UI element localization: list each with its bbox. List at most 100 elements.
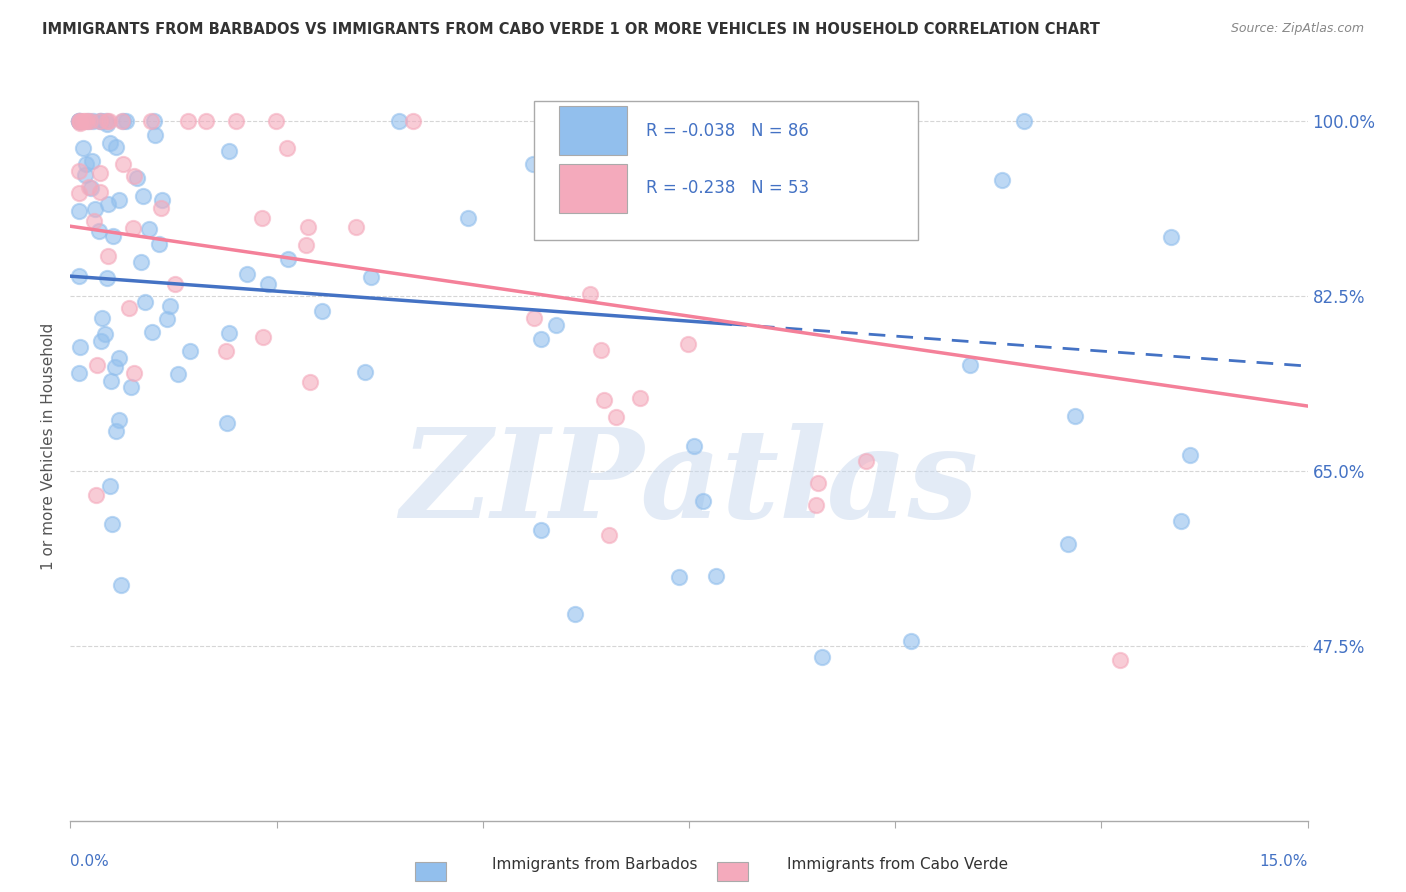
Point bbox=[97, 249, 120, 263]
Point bbox=[76, 114, 98, 128]
Point bbox=[79, 114, 101, 128]
Point bbox=[236, 268, 259, 282]
Point bbox=[578, 286, 600, 301]
Point bbox=[150, 193, 173, 207]
Point bbox=[276, 141, 298, 155]
Point bbox=[668, 570, 690, 584]
Point bbox=[855, 454, 877, 468]
Point bbox=[1180, 448, 1202, 462]
Point bbox=[564, 607, 586, 621]
Point bbox=[118, 301, 141, 316]
Point bbox=[132, 188, 155, 202]
FancyBboxPatch shape bbox=[560, 106, 627, 155]
Point bbox=[360, 269, 382, 284]
Point bbox=[101, 516, 124, 531]
Point bbox=[149, 201, 172, 215]
Point bbox=[75, 169, 97, 183]
Point bbox=[682, 439, 704, 453]
Point bbox=[225, 114, 247, 128]
Point bbox=[591, 343, 613, 357]
Point bbox=[115, 114, 138, 128]
Point bbox=[546, 318, 568, 333]
Point bbox=[277, 252, 299, 266]
Point bbox=[257, 277, 280, 291]
Point bbox=[141, 325, 163, 339]
Point bbox=[457, 211, 479, 225]
Point bbox=[69, 114, 91, 128]
Point bbox=[72, 114, 94, 128]
Point bbox=[252, 329, 274, 343]
Point bbox=[1108, 653, 1130, 667]
Point bbox=[87, 224, 110, 238]
Text: 0.0%: 0.0% bbox=[70, 855, 110, 870]
Point bbox=[129, 255, 152, 269]
Point bbox=[80, 181, 103, 195]
Point bbox=[108, 193, 131, 207]
Point bbox=[530, 523, 553, 537]
Point bbox=[530, 332, 553, 346]
Point bbox=[592, 393, 614, 408]
Point bbox=[67, 114, 90, 128]
Point bbox=[177, 114, 200, 128]
Point bbox=[354, 365, 377, 379]
Point bbox=[94, 327, 117, 342]
Point bbox=[90, 334, 112, 348]
Point bbox=[84, 202, 107, 217]
Point bbox=[134, 294, 156, 309]
Point bbox=[96, 117, 118, 131]
Point bbox=[96, 114, 118, 128]
Point bbox=[105, 140, 128, 154]
Text: R = -0.238   N = 53: R = -0.238 N = 53 bbox=[645, 179, 808, 197]
Point bbox=[89, 186, 111, 200]
Point bbox=[105, 424, 128, 438]
Point bbox=[139, 114, 162, 128]
Point bbox=[101, 229, 124, 244]
Point bbox=[218, 326, 240, 340]
Point bbox=[218, 144, 240, 158]
Point bbox=[108, 351, 131, 366]
Point bbox=[156, 312, 179, 326]
Point bbox=[634, 114, 657, 128]
Point bbox=[159, 299, 181, 313]
Point bbox=[98, 136, 121, 150]
Point bbox=[250, 211, 273, 225]
Point bbox=[811, 649, 834, 664]
Point bbox=[67, 114, 90, 128]
Point bbox=[67, 186, 90, 200]
Point bbox=[628, 391, 651, 405]
Point bbox=[125, 170, 148, 185]
Point bbox=[108, 413, 131, 427]
Point bbox=[678, 336, 700, 351]
Point bbox=[89, 114, 111, 128]
Point bbox=[215, 416, 238, 430]
Text: 15.0%: 15.0% bbox=[1260, 855, 1308, 870]
Point bbox=[69, 340, 91, 354]
Point bbox=[89, 166, 111, 180]
Point bbox=[89, 114, 111, 128]
Point bbox=[195, 114, 218, 128]
Point bbox=[91, 310, 114, 325]
Point bbox=[692, 493, 714, 508]
Point bbox=[67, 268, 90, 283]
Point bbox=[295, 238, 318, 252]
Point bbox=[1012, 114, 1035, 128]
Point bbox=[215, 343, 238, 358]
Point bbox=[311, 304, 333, 318]
Point bbox=[143, 114, 166, 128]
Point bbox=[598, 528, 620, 542]
Point bbox=[69, 116, 91, 130]
Point bbox=[86, 358, 108, 372]
Text: IMMIGRANTS FROM BARBADOS VS IMMIGRANTS FROM CABO VERDE 1 OR MORE VEHICLES IN HOU: IMMIGRANTS FROM BARBADOS VS IMMIGRANTS F… bbox=[42, 22, 1099, 37]
Point bbox=[100, 374, 122, 388]
Point bbox=[77, 179, 100, 194]
Point bbox=[67, 114, 90, 128]
Point bbox=[76, 114, 98, 128]
Point bbox=[959, 358, 981, 372]
Point bbox=[72, 141, 94, 155]
Point bbox=[1160, 230, 1182, 244]
Point bbox=[344, 220, 367, 235]
Point bbox=[67, 204, 90, 219]
Point bbox=[401, 114, 423, 128]
Point bbox=[96, 270, 118, 285]
Point bbox=[900, 633, 922, 648]
